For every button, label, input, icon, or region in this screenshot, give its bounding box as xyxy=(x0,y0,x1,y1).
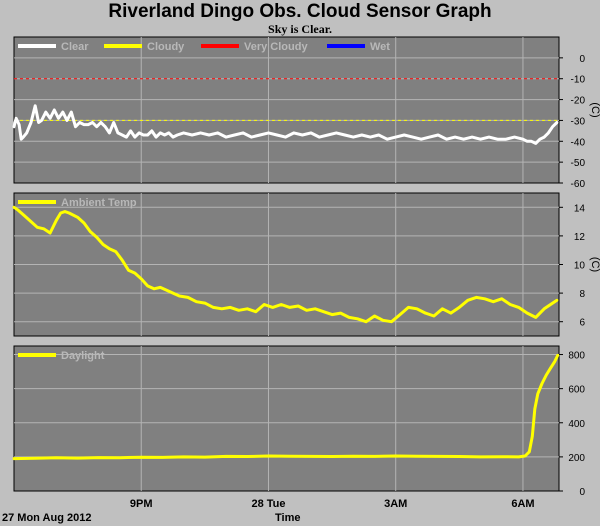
y-tick-label: -50 xyxy=(571,158,586,169)
legend-label: Ambient Temp xyxy=(61,197,137,209)
y-tick-label: 600 xyxy=(568,385,585,396)
y-tick-label: -40 xyxy=(571,137,586,148)
legend-label: Clear xyxy=(61,41,89,53)
y-tick-label: 200 xyxy=(568,453,585,464)
y-tick-label: 8 xyxy=(579,289,585,300)
legend-label: Wet xyxy=(370,41,390,53)
plot-area xyxy=(13,345,560,492)
y-tick-label: 800 xyxy=(568,351,585,362)
series-line xyxy=(12,205,559,324)
graph-subtitle: Sky is Clear. xyxy=(268,22,332,36)
y-tick-label: 10 xyxy=(574,261,586,272)
x-tick-label: 6AM xyxy=(511,498,534,510)
x-axis-label: Time xyxy=(275,512,301,524)
y-tick-label: 0 xyxy=(579,54,585,65)
legend-label: Daylight xyxy=(61,350,105,362)
y-tick-label: 12 xyxy=(574,232,586,243)
y-tick-label: 14 xyxy=(574,203,586,214)
x-tick-label: 3AM xyxy=(384,498,407,510)
plot-area xyxy=(13,36,560,184)
panel-3: 0 200 400 600 800 9PM 28 Tue 3AM 6AM Daylight xyxy=(12,345,585,510)
y-tick-label: -30 xyxy=(571,116,586,127)
y-tick-label: 6 xyxy=(579,318,585,329)
series-line xyxy=(12,104,559,145)
panel-1: 0 -10 -20 -30 -40 -50 -60 Clear Cloudy Very Cloud… xyxy=(12,36,600,190)
graph-title: Riverland Dingo Obs. Cloud Sensor Graph xyxy=(108,1,492,22)
legend-label: Cloudy xyxy=(147,41,185,53)
panel-2: 6 8 10 12 14 Ambient Temp (C) xyxy=(12,192,600,337)
y-tick-label: -60 xyxy=(571,179,586,190)
x-tick-label: 9PM xyxy=(130,498,153,510)
series-line xyxy=(12,353,560,461)
date-label: 27 Mon Aug 2012 xyxy=(2,512,92,524)
x-tick-label: 28 Tue xyxy=(251,498,285,510)
legend-label: Very Cloudy xyxy=(244,41,308,53)
y-tick-label: 400 xyxy=(568,419,585,430)
y-tick-label: -10 xyxy=(571,75,586,86)
y-tick-label: -20 xyxy=(571,96,586,107)
y-axis-label: (C) xyxy=(589,257,600,272)
y-tick-label: 0 xyxy=(579,487,585,498)
y-axis-label: (C) xyxy=(589,102,600,117)
